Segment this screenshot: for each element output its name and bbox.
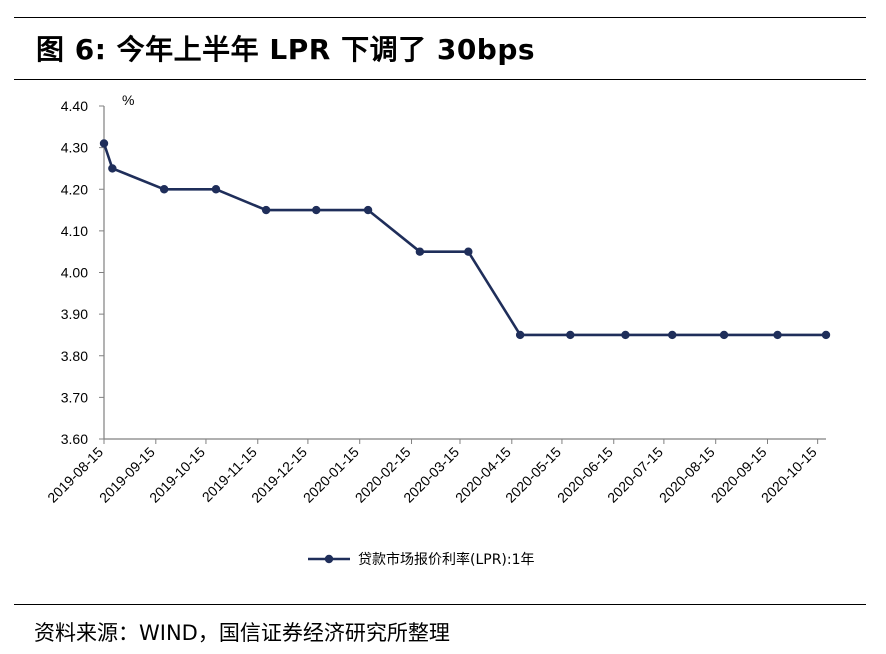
legend: 贷款市场报价利率(LPR):1年 bbox=[308, 551, 535, 568]
data-point bbox=[464, 247, 473, 256]
figure-title: 图 6: 今年上半年 LPR 下调了 30bps bbox=[36, 33, 536, 66]
data-point bbox=[773, 330, 782, 340]
plot-area bbox=[99, 139, 831, 340]
data-point bbox=[211, 185, 221, 194]
data-point bbox=[515, 330, 525, 340]
data-point bbox=[719, 330, 729, 340]
source-rule bbox=[14, 604, 866, 605]
y-tick-label: 3.90 bbox=[61, 306, 88, 322]
top-rule bbox=[14, 17, 866, 18]
y-tick-label: 4.10 bbox=[61, 223, 88, 239]
data-point bbox=[312, 205, 321, 215]
y-tick-label: 4.30 bbox=[61, 140, 88, 156]
data-point bbox=[668, 330, 677, 340]
data-point bbox=[108, 164, 117, 173]
line-chart: 4.40 4.30 4.20 4.10 4.00 3.90 3.80 3.70 3.60 201… bbox=[44, 92, 831, 568]
data-point bbox=[566, 330, 575, 340]
y-tick-label: 3.80 bbox=[61, 348, 88, 364]
y-unit-label: % bbox=[122, 92, 134, 108]
y-tick-label: 4.40 bbox=[61, 98, 88, 114]
y-tick-label: 3.70 bbox=[61, 389, 88, 405]
x-axis: 2019-08-152019-09-152019-10-152019-11-15… bbox=[44, 438, 826, 506]
data-point bbox=[159, 185, 169, 194]
data-point bbox=[621, 330, 630, 340]
legend-marker bbox=[324, 554, 334, 564]
y-tick-label: 3.60 bbox=[61, 431, 88, 447]
data-point bbox=[821, 330, 831, 340]
data-point bbox=[99, 139, 109, 148]
series-line bbox=[102, 143, 826, 337]
title-rule bbox=[14, 79, 866, 80]
data-point bbox=[261, 205, 271, 215]
y-tick-label: 4.00 bbox=[61, 265, 88, 281]
y-axis: 4.40 4.30 4.20 4.10 4.00 3.90 3.80 3.70 3.60 bbox=[61, 98, 105, 447]
data-point bbox=[363, 205, 373, 215]
y-tick-label: 4.20 bbox=[61, 181, 88, 197]
source-note: 资料来源：WIND，国信证券经济研究所整理 bbox=[34, 621, 450, 645]
data-point bbox=[415, 247, 425, 256]
legend-label: 贷款市场报价利率(LPR):1年 bbox=[358, 551, 535, 568]
